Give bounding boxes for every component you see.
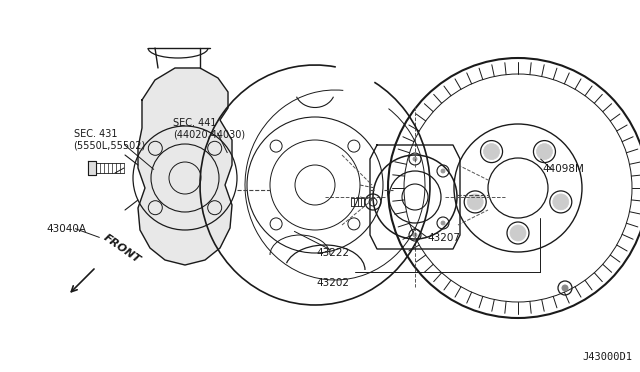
Circle shape [441,221,445,225]
Text: 44098M: 44098M [543,164,584,174]
Text: FRONT: FRONT [102,232,143,265]
Text: 43222: 43222 [317,248,350,258]
Text: SEC. 431
(5550L,55502): SEC. 431 (5550L,55502) [74,129,146,150]
Text: 43202: 43202 [317,278,350,288]
Circle shape [413,233,417,237]
Circle shape [441,169,445,173]
Circle shape [510,225,526,241]
Text: 43207: 43207 [428,233,461,243]
Circle shape [484,144,500,160]
Circle shape [562,285,568,291]
Text: J43000D1: J43000D1 [582,352,632,362]
Circle shape [467,194,483,210]
Text: SEC. 441
(44020,44030): SEC. 441 (44020,44030) [173,118,245,139]
Polygon shape [138,68,232,265]
Polygon shape [88,161,96,175]
Text: 43040A: 43040A [46,224,86,234]
Circle shape [536,144,552,160]
Circle shape [413,157,417,161]
Circle shape [553,194,569,210]
